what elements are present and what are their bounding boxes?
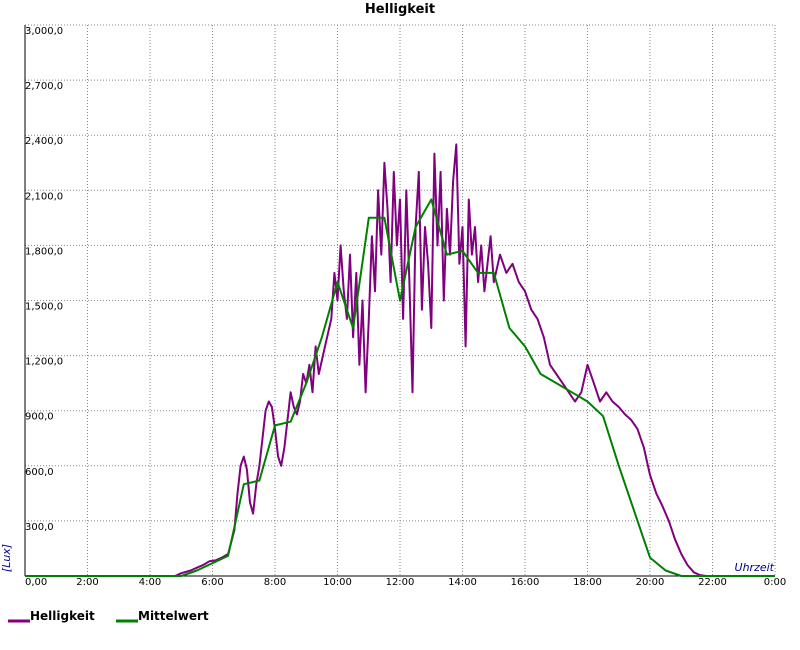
x-tick-label: 16:00 [511,577,540,588]
x-tick-label: 2:00 [76,577,98,588]
y-tick-label: 2,100,0 [25,191,63,202]
x-tick-label: 8:00 [264,577,286,588]
x-tick-label: 4:00 [139,577,161,588]
x-tick-label: 18:00 [573,577,602,588]
legend-label-1: Mittelwert [138,609,209,623]
x-tick-label: 12:00 [386,577,415,588]
x-axis-label: Uhrzeit [735,561,775,574]
legend: Helligkeit Mittelwert [8,609,209,623]
y-tick-label: 600,0 [25,467,54,478]
grid-lines [25,24,776,576]
y-tick-labels: 300,0 600,0 900,0 1,200,0 1,500,0 1,800,0 2,10… [25,26,63,533]
x-tick-labels: 0,00 2:00 4:00 6:00 8:00 10:00 12:00 14:00 16:00… [25,577,786,588]
y-tick-label: 1,500,0 [25,302,63,313]
y-tick-label: 2,400,0 [25,136,63,147]
x-tick-label: 0,00 [25,577,47,588]
y-axis-label: [Lux] [0,544,13,572]
y-tick-label: 2,700,0 [25,81,63,92]
x-tick-label: 6:00 [201,577,223,588]
series-line-1 [25,198,775,577]
y-tick-label: 1,800,0 [25,246,63,257]
x-tick-label: 0:00 [764,577,786,588]
y-tick-label: 3,000,0 [25,26,63,37]
chart-title: Helligkeit [365,2,435,17]
legend-label-0: Helligkeit [30,609,95,623]
series-lines [25,143,775,577]
x-tick-label: 14:00 [448,577,477,588]
y-tick-label: 1,200,0 [25,357,63,368]
series-line-0 [25,143,775,577]
y-tick-label: 300,0 [25,522,54,533]
x-tick-label: 22:00 [698,577,727,588]
x-tick-label: 10:00 [323,577,352,588]
x-tick-label: 20:00 [636,577,665,588]
y-tick-label: 900,0 [25,412,54,423]
